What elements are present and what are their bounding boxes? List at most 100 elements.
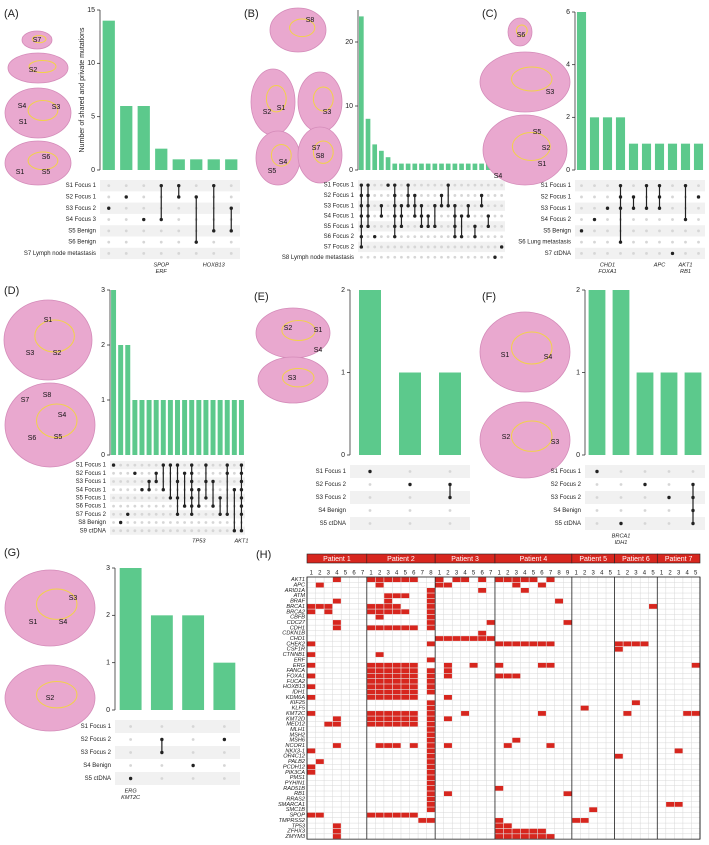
matrix-dot-empty xyxy=(232,463,236,467)
matrix-dot-empty xyxy=(697,252,700,255)
mutation-cell xyxy=(332,716,341,722)
mutation-cell xyxy=(537,662,546,668)
matrix-stripe xyxy=(115,746,240,759)
matrix-dot-empty xyxy=(218,529,222,533)
matrix-dot xyxy=(618,240,623,244)
tissue-label: S2 xyxy=(46,695,55,702)
matrix-dot-empty xyxy=(126,529,130,533)
matrix-dot-empty xyxy=(218,480,222,483)
gene-label: NCOR1 xyxy=(285,743,305,749)
matrix-dot xyxy=(493,255,497,259)
bar xyxy=(439,163,444,170)
mutation-cell xyxy=(580,705,589,711)
set-label: S5 ctDNA xyxy=(320,521,346,527)
mutation-cell xyxy=(401,711,410,716)
matrix-stripe xyxy=(358,241,505,253)
tumor-outline xyxy=(36,681,78,709)
matrix-dot xyxy=(229,229,233,233)
mutation-cell xyxy=(426,604,435,609)
gene-label: KMT2C xyxy=(286,711,306,717)
bar xyxy=(224,400,230,455)
set-label: S1 Focus 1 xyxy=(324,183,355,189)
mutation-cell xyxy=(409,684,418,690)
mutation-cell xyxy=(478,630,487,636)
y-tick-label: 0 xyxy=(576,452,580,459)
matrix-dot xyxy=(448,482,452,487)
mutation-cell xyxy=(520,834,529,839)
matrix-dot-empty xyxy=(107,252,111,255)
tissue-section xyxy=(297,126,343,184)
matrix-dot-empty xyxy=(593,206,596,210)
panel-label: (A) xyxy=(4,8,19,20)
bar xyxy=(419,163,424,170)
matrix-dot xyxy=(366,214,370,218)
matrix-dot-empty xyxy=(373,204,377,208)
matrix-dot-empty xyxy=(159,240,163,244)
set-label: S3 Focus 1 xyxy=(76,479,107,485)
tissue-section xyxy=(269,7,327,53)
tissue-label: S8 xyxy=(306,17,315,24)
mutation-cell xyxy=(512,737,521,743)
matrix-dot xyxy=(239,488,244,492)
tumor-outline xyxy=(265,85,287,113)
mutation-cell xyxy=(392,678,401,684)
mutation-cell xyxy=(384,716,393,722)
set-label: S5 Benign xyxy=(543,228,571,234)
matrix-dot-empty xyxy=(107,195,111,199)
bar xyxy=(628,143,639,170)
matrix-dot-empty xyxy=(160,725,164,728)
matrix-dot xyxy=(154,471,158,475)
mutation-cell xyxy=(409,743,418,748)
matrix-dot-empty xyxy=(473,255,477,259)
matrix-dot-empty xyxy=(473,183,477,187)
matrix-dot-empty xyxy=(426,183,430,187)
matrix-dot-empty xyxy=(124,229,128,233)
mutation-cell xyxy=(614,646,623,652)
bar xyxy=(359,16,364,171)
matrix-dot-empty xyxy=(211,471,215,475)
mutation-cell xyxy=(426,818,435,823)
mutation-cell xyxy=(478,577,487,583)
matrix-dot-empty xyxy=(684,252,687,255)
matrix-dot-empty xyxy=(204,504,208,508)
matrix-dot xyxy=(225,471,229,475)
mutation-cell xyxy=(572,818,581,823)
matrix-dot-empty xyxy=(218,471,222,475)
mutation-cell xyxy=(307,652,316,657)
matrix-dot-empty xyxy=(229,240,233,244)
bar xyxy=(479,163,484,170)
y-tick-label: 1 xyxy=(106,660,110,667)
matrix-dot-empty xyxy=(580,184,583,188)
set-label: S2 Focus 1 xyxy=(324,193,355,199)
bar xyxy=(225,159,238,170)
tissue-section xyxy=(4,569,96,647)
matrix-dot-empty xyxy=(161,521,165,524)
matrix-dot-empty xyxy=(595,509,599,512)
tissue-section xyxy=(257,356,329,404)
gene-annotation: ERF xyxy=(156,269,168,275)
gene-label: SMARCA1 xyxy=(278,802,305,808)
matrix-dot-empty xyxy=(126,521,130,524)
mutation-cell xyxy=(426,802,435,807)
sample-number: 2 xyxy=(446,571,450,577)
y-tick-label: 4 xyxy=(566,62,570,69)
matrix-dot-empty xyxy=(440,214,443,218)
matrix-dot-empty xyxy=(140,521,144,524)
tissue-label: S6 xyxy=(28,435,37,442)
matrix-dot xyxy=(204,496,208,500)
bar xyxy=(372,144,378,170)
matrix-dot-empty xyxy=(191,725,195,728)
matrix-dot-empty xyxy=(420,194,423,197)
mutation-cell xyxy=(307,764,316,770)
tissue-label: S7 xyxy=(33,37,42,44)
matrix-dot-empty xyxy=(191,738,195,741)
sample-number: 5 xyxy=(404,571,408,577)
matrix-dot-empty xyxy=(643,496,647,499)
matrix-dot xyxy=(691,482,695,487)
mutation-cell xyxy=(332,823,341,829)
matrix-dot xyxy=(175,496,180,500)
matrix-dot xyxy=(453,234,457,239)
matrix-dot-empty xyxy=(453,183,457,187)
matrix-dot xyxy=(448,495,452,500)
sample-number: 8 xyxy=(429,571,433,577)
